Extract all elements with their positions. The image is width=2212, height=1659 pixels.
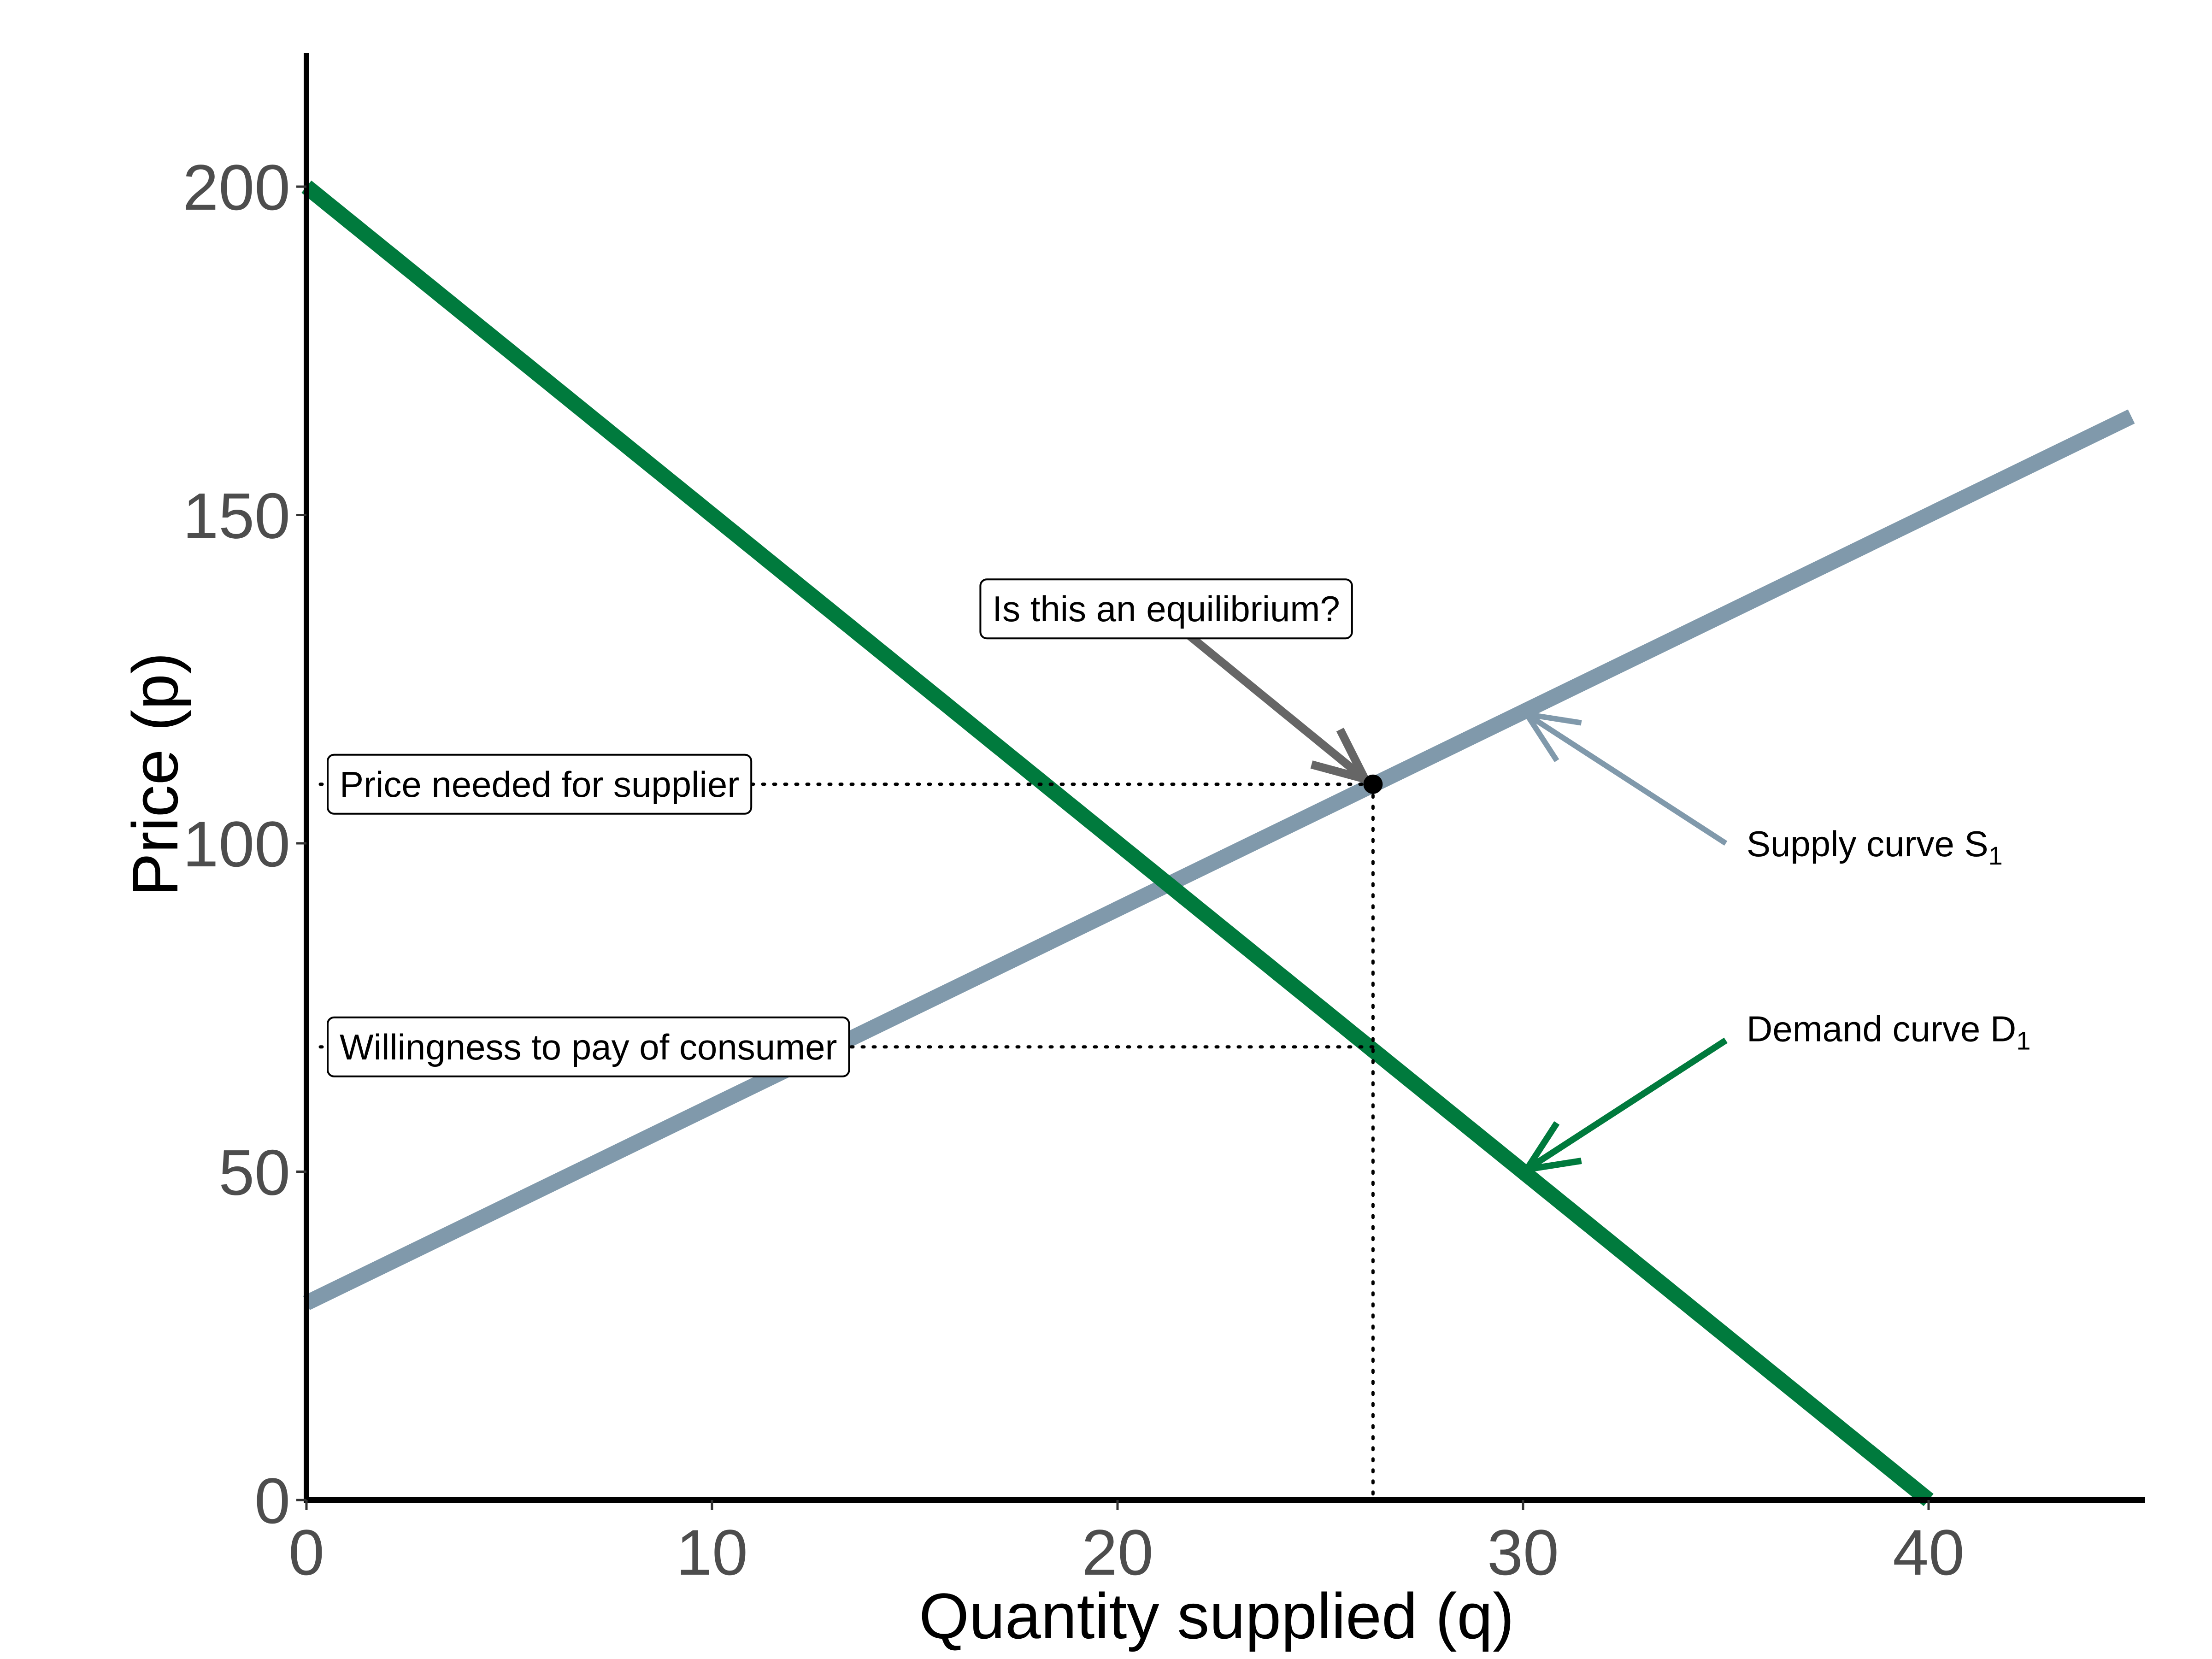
y-tick-label: 200 — [182, 151, 290, 224]
x-tick-label: 10 — [676, 1516, 748, 1588]
supply-curve-label: Supply curve S1 — [1747, 824, 2003, 870]
demand-label-arrow-head — [1520, 1121, 1582, 1174]
y-tick-label: 100 — [182, 808, 290, 880]
supply-label-arrow-shaft — [1525, 712, 1728, 846]
consumer-wtp-label-box — [327, 1016, 850, 1077]
question-arrow-shaft — [1163, 613, 1368, 782]
y-axis-title: Price (p) — [119, 653, 191, 896]
question-label: Is this an equilibrium? — [979, 578, 1353, 640]
question-label-box — [979, 578, 1353, 640]
demand-curve-label-subscript: 1 — [2016, 1026, 2030, 1055]
consumer-wtp-label-text: Willingness to pay of consumer — [340, 1027, 837, 1067]
demand-curve-label: Demand curve D1 — [1747, 1009, 2030, 1055]
x-tick-label: 20 — [1082, 1516, 1153, 1588]
axes: 0 10 20 30 40 0 50 100 150 200 Quantity supplied (… — [119, 53, 2145, 1652]
question-label-text: Is this an equilibrium? — [992, 588, 1340, 629]
x-tick-label: 30 — [1487, 1516, 1559, 1588]
supplier-price-label-box — [327, 753, 753, 815]
x-axis-title: Quantity supplied (q) — [919, 1580, 1514, 1652]
y-tick-label: 0 — [254, 1465, 290, 1537]
supplier-price-label-text: Price needed for supplier — [340, 764, 739, 805]
demand-curve-label-main: Demand curve D — [1747, 1009, 2016, 1049]
supply-curve-label-subscript: 1 — [1988, 841, 2003, 870]
y-tick-label: 150 — [182, 480, 290, 552]
supply-curve — [303, 409, 2135, 1310]
x-tick-label: 0 — [288, 1516, 324, 1588]
x-tick-label: 40 — [1893, 1516, 1965, 1588]
y-tick-label: 50 — [218, 1136, 290, 1209]
consumer-wtp-label: Willingness to pay of consumer — [327, 1016, 850, 1077]
supply-label-arrow-head — [1521, 710, 1582, 762]
plot-area — [301, 180, 2135, 1506]
candidate-point — [1363, 774, 1383, 794]
demand-label-arrow-shaft — [1525, 1037, 1728, 1172]
supplier-price-label: Price needed for supplier — [327, 753, 753, 815]
demand-curve — [301, 180, 1934, 1506]
supply-curve-label-main: Supply curve S — [1747, 824, 1988, 864]
